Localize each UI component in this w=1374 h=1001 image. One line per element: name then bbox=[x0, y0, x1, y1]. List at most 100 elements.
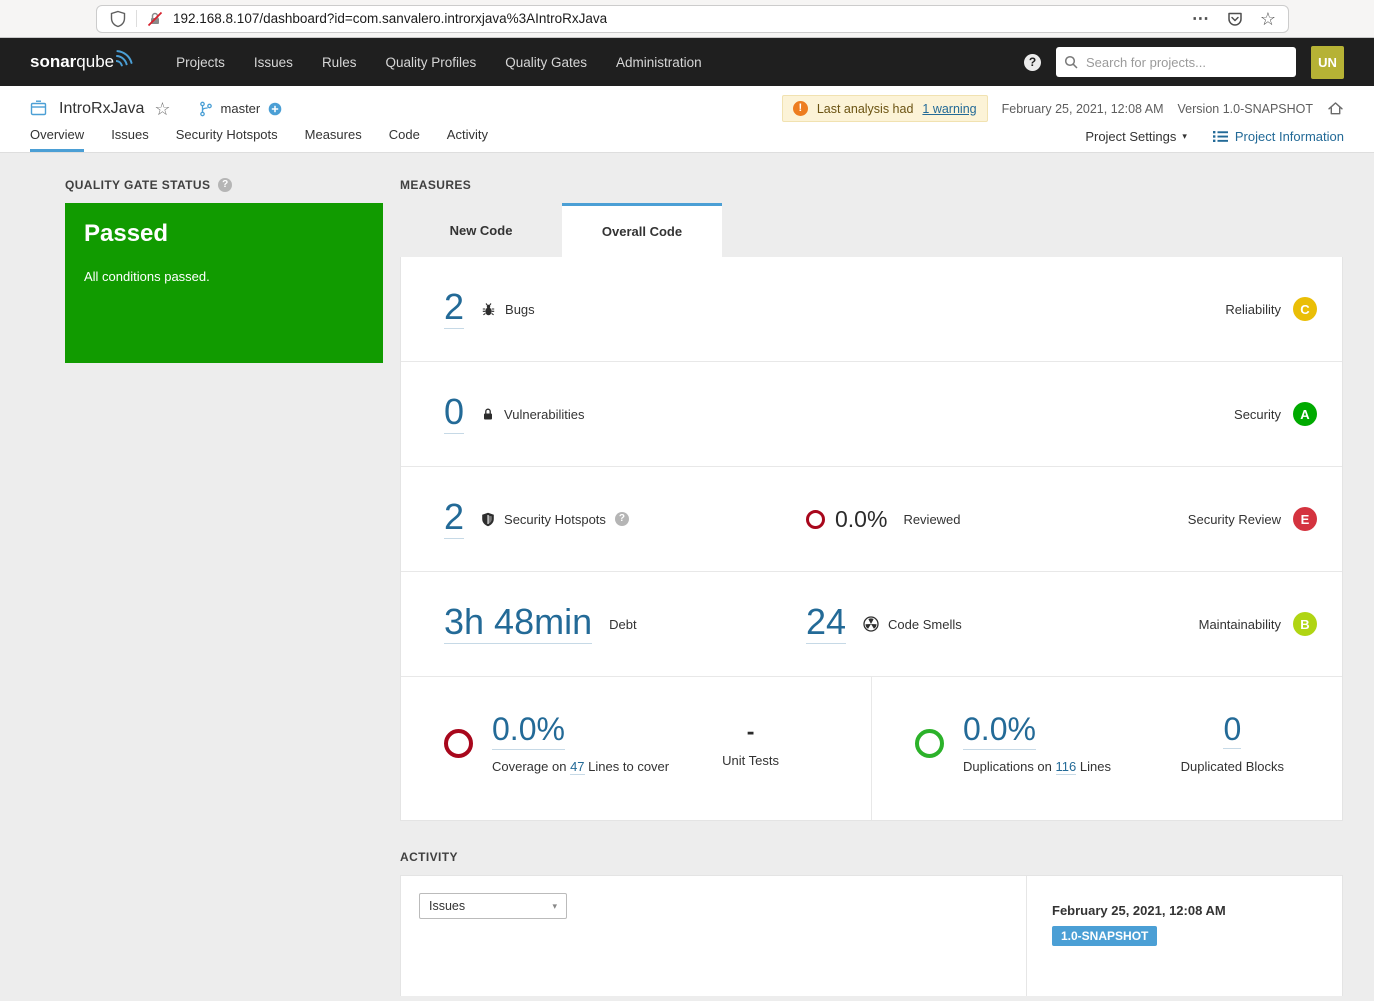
nav-links: Projects Issues Rules Quality Profiles Q… bbox=[176, 55, 701, 70]
security-review-rating-badge[interactable]: E bbox=[1293, 507, 1317, 531]
project-header: IntroRxJava ☆ master ! Last analysis had… bbox=[0, 86, 1374, 153]
lines-to-cover-link[interactable]: 47 bbox=[570, 759, 585, 775]
bugs-label: Bugs bbox=[505, 301, 535, 317]
tab-activity[interactable]: Activity bbox=[446, 127, 488, 142]
version-event-badge[interactable]: 1.0-SNAPSHOT bbox=[1052, 926, 1158, 946]
nav-item-projects[interactable]: Projects bbox=[176, 54, 225, 70]
project-settings-menu[interactable]: Project Settings ▾ bbox=[1085, 129, 1187, 144]
duplications-value-link[interactable]: 0.0% bbox=[963, 713, 1036, 750]
maintainability-rating-badge[interactable]: B bbox=[1293, 612, 1317, 636]
tab-new-code[interactable]: New Code bbox=[449, 222, 513, 238]
chevron-down-icon: ▾ bbox=[552, 900, 557, 911]
warning-icon: ! bbox=[792, 101, 808, 116]
measures-heading: MEASURES bbox=[400, 177, 472, 192]
reliability-label: Reliability bbox=[1225, 301, 1281, 317]
pocket-icon[interactable] bbox=[1226, 10, 1244, 28]
coverage-value-link[interactable]: 0.0% bbox=[492, 713, 565, 750]
project-icon bbox=[30, 100, 47, 117]
search-input[interactable] bbox=[1084, 53, 1288, 71]
debt-value-link[interactable]: 3h 48min bbox=[444, 601, 593, 644]
logo-text-qube: qube bbox=[76, 52, 115, 71]
lock-icon bbox=[484, 408, 493, 420]
hotspots-count-link[interactable]: 2 bbox=[444, 496, 465, 539]
help-icon[interactable]: ? bbox=[218, 177, 233, 192]
duplication-lines-link[interactable]: 116 bbox=[1055, 759, 1077, 775]
code-smells-label: Code Smells bbox=[888, 616, 962, 632]
activity-panel: Issues ▾ February 25, 2021, 12:08 AM 1.0… bbox=[400, 875, 1343, 996]
url-text[interactable]: 192.168.8.107/dashboard?id=com.sanvalero… bbox=[173, 11, 607, 26]
bookmark-star-icon[interactable]: ☆ bbox=[1259, 8, 1276, 29]
search-icon bbox=[1064, 55, 1078, 69]
url-bar[interactable]: 192.168.8.107/dashboard?id=com.sanvalero… bbox=[96, 4, 1289, 33]
security-rating-badge[interactable]: A bbox=[1293, 402, 1317, 426]
user-avatar[interactable]: UN bbox=[1311, 45, 1344, 79]
nav-item-rules[interactable]: Rules bbox=[321, 54, 357, 70]
vulnerabilities-label: Vulnerabilities bbox=[504, 406, 585, 422]
nav-item-quality-gates[interactable]: Quality Gates bbox=[505, 54, 588, 70]
browser-chrome: 192.168.8.107/dashboard?id=com.sanvalero… bbox=[0, 0, 1374, 38]
tab-security-hotspots[interactable]: Security Hotspots bbox=[175, 127, 278, 142]
maintainability-label: Maintainability bbox=[1198, 616, 1281, 632]
project-settings-label: Project Settings bbox=[1085, 129, 1177, 144]
duplications-label-suffix: Lines bbox=[1079, 759, 1111, 774]
unit-tests-label: Unit Tests bbox=[722, 752, 779, 768]
activity-event-date: February 25, 2021, 12:08 AM bbox=[1052, 903, 1226, 918]
tab-issues[interactable]: Issues bbox=[111, 127, 149, 142]
tab-overall-code[interactable]: Overall Code bbox=[562, 203, 722, 257]
page-actions-icon[interactable]: ⋯ bbox=[1191, 8, 1210, 28]
nav-item-quality-profiles[interactable]: Quality Profiles bbox=[385, 54, 477, 70]
global-search[interactable] bbox=[1056, 47, 1296, 77]
measures-panel: 2 Bugs Reliability C 0 Vulnerabilities bbox=[400, 257, 1343, 821]
bugs-count-link[interactable]: 2 bbox=[444, 286, 465, 329]
tab-measures[interactable]: Measures bbox=[304, 127, 362, 142]
chevron-down-icon: ▾ bbox=[1182, 131, 1187, 141]
url-domain: 192.168.8.107 bbox=[173, 11, 260, 26]
duplicated-blocks-label: Duplicated Blocks bbox=[1180, 759, 1284, 774]
coverage-label-suffix: Lines to cover bbox=[588, 759, 670, 774]
nav-item-issues[interactable]: Issues bbox=[253, 54, 293, 70]
analysis-warning-banner: ! Last analysis had 1 warning bbox=[781, 95, 988, 122]
duplicated-blocks-link[interactable]: 0 bbox=[1223, 711, 1242, 749]
project-title: IntroRxJava bbox=[59, 99, 145, 117]
branch-name[interactable]: master bbox=[220, 101, 261, 116]
security-hotspots-label: Security Hotspots bbox=[504, 511, 606, 527]
graph-type-select[interactable]: Issues ▾ bbox=[419, 893, 567, 919]
bug-icon bbox=[482, 302, 495, 315]
project-version: Version 1.0-SNAPSHOT bbox=[1177, 101, 1313, 116]
activity-heading: ACTIVITY bbox=[400, 849, 458, 864]
quality-gate-status-panel: Passed All conditions passed. bbox=[65, 203, 383, 363]
debt-label: Debt bbox=[609, 616, 637, 632]
reliability-rating-badge[interactable]: C bbox=[1293, 297, 1317, 321]
quality-gate-heading-row: QUALITY GATE STATUS ? bbox=[65, 177, 383, 192]
sonarqube-logo[interactable]: sonar qube bbox=[30, 50, 134, 72]
nav-item-administration[interactable]: Administration bbox=[616, 54, 702, 70]
vulnerabilities-count-link[interactable]: 0 bbox=[444, 391, 465, 434]
security-hotspots-row: 2 Security Hotspots ? 0.0% Reviewed Secu… bbox=[401, 467, 1342, 572]
help-icon[interactable]: ? bbox=[614, 512, 629, 526]
url-path: /dashboard?id=com.sanvalero.introrxjava%… bbox=[259, 11, 608, 26]
insecure-lock-icon[interactable] bbox=[146, 10, 164, 28]
url-divider bbox=[136, 10, 137, 27]
graph-type-value: Issues bbox=[429, 899, 466, 913]
activity-heading-row: ACTIVITY bbox=[400, 849, 1343, 864]
help-icon[interactable]: ? bbox=[1024, 53, 1041, 71]
tab-code[interactable]: Code bbox=[388, 127, 420, 142]
quality-gate-status: Passed bbox=[84, 220, 169, 247]
measures-heading-row: MEASURES bbox=[400, 177, 1343, 192]
unit-tests-value: - bbox=[746, 717, 755, 744]
warning-link[interactable]: 1 warning bbox=[922, 101, 977, 116]
code-smells-count-link[interactable]: 24 bbox=[806, 601, 847, 644]
sonar-wave-icon bbox=[116, 50, 133, 67]
maintainability-row: 3h 48min Debt 24 Code Smells Maintainabi… bbox=[401, 572, 1342, 677]
branch-icon bbox=[199, 101, 212, 116]
security-review-label: Security Review bbox=[1187, 511, 1281, 527]
analysis-date: February 25, 2021, 12:08 AM bbox=[1001, 101, 1164, 116]
coverage-ring bbox=[444, 729, 473, 758]
shield-icon[interactable] bbox=[109, 10, 127, 28]
quality-gate-detail: All conditions passed. bbox=[84, 269, 210, 284]
code-smell-icon bbox=[863, 616, 879, 632]
duplications-label-prefix: Duplications on bbox=[963, 759, 1052, 774]
tab-overview[interactable]: Overview bbox=[30, 127, 85, 152]
project-information-button[interactable]: Project Information bbox=[1212, 129, 1344, 144]
favorite-star-icon[interactable]: ☆ bbox=[154, 98, 171, 119]
